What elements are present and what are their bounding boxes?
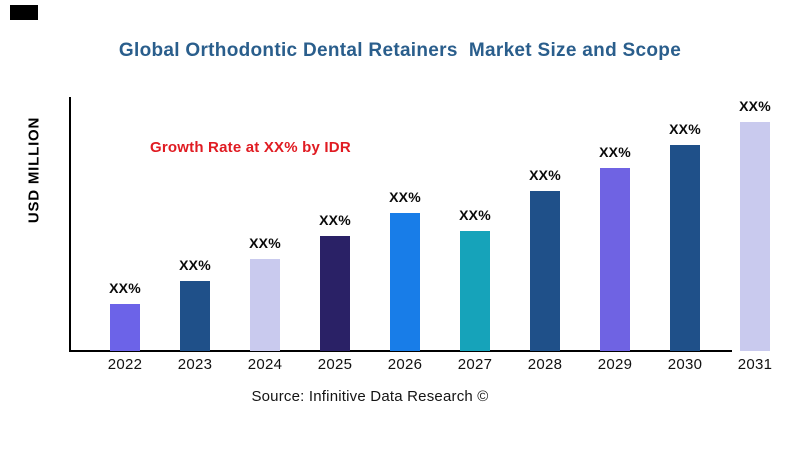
bar-value-label: XX% (109, 280, 141, 296)
x-tick-label: 2024 (247, 356, 283, 373)
bar-value-label: XX% (389, 189, 421, 205)
bar-2029 (600, 168, 630, 351)
bar-value-label: XX% (669, 121, 701, 137)
chart-title: Global Orthodontic Dental Retainers Mark… (118, 40, 682, 61)
x-tick-label: 2022 (107, 356, 143, 373)
x-tick-label: 2029 (597, 356, 633, 373)
bar-2026 (390, 213, 420, 351)
y-axis-title: USD MILLION (25, 116, 43, 224)
bar-2022 (110, 304, 140, 351)
growth-rate-annotation: Growth Rate at XX% by IDR (150, 139, 351, 156)
bar-value-label: XX% (599, 144, 631, 160)
bar-value-label: XX% (249, 235, 281, 251)
bar-2030 (670, 145, 700, 351)
source-text: Source: Infinitive Data Research © (251, 388, 489, 405)
bar-value-label: XX% (319, 212, 351, 228)
bar-value-label: XX% (529, 167, 561, 183)
x-tick-label: 2028 (527, 356, 563, 373)
bar-2023 (180, 281, 210, 351)
bar-2027 (460, 231, 490, 351)
x-tick-label: 2023 (177, 356, 213, 373)
x-tick-label: 2026 (387, 356, 423, 373)
bar-2025 (320, 236, 350, 351)
x-tick-label: 2027 (457, 356, 493, 373)
bar-value-label: XX% (739, 98, 771, 114)
x-tick-label: 2031 (737, 356, 773, 373)
x-axis-line (69, 350, 732, 352)
bar-2031 (740, 122, 770, 351)
x-tick-label: 2030 (667, 356, 703, 373)
top-left-mark (10, 5, 38, 20)
y-axis-line (69, 97, 71, 352)
bar-value-label: XX% (179, 257, 211, 273)
bar-value-label: XX% (459, 207, 491, 223)
bar-2024 (250, 259, 280, 351)
bar-2028 (530, 191, 560, 351)
x-tick-label: 2025 (317, 356, 353, 373)
